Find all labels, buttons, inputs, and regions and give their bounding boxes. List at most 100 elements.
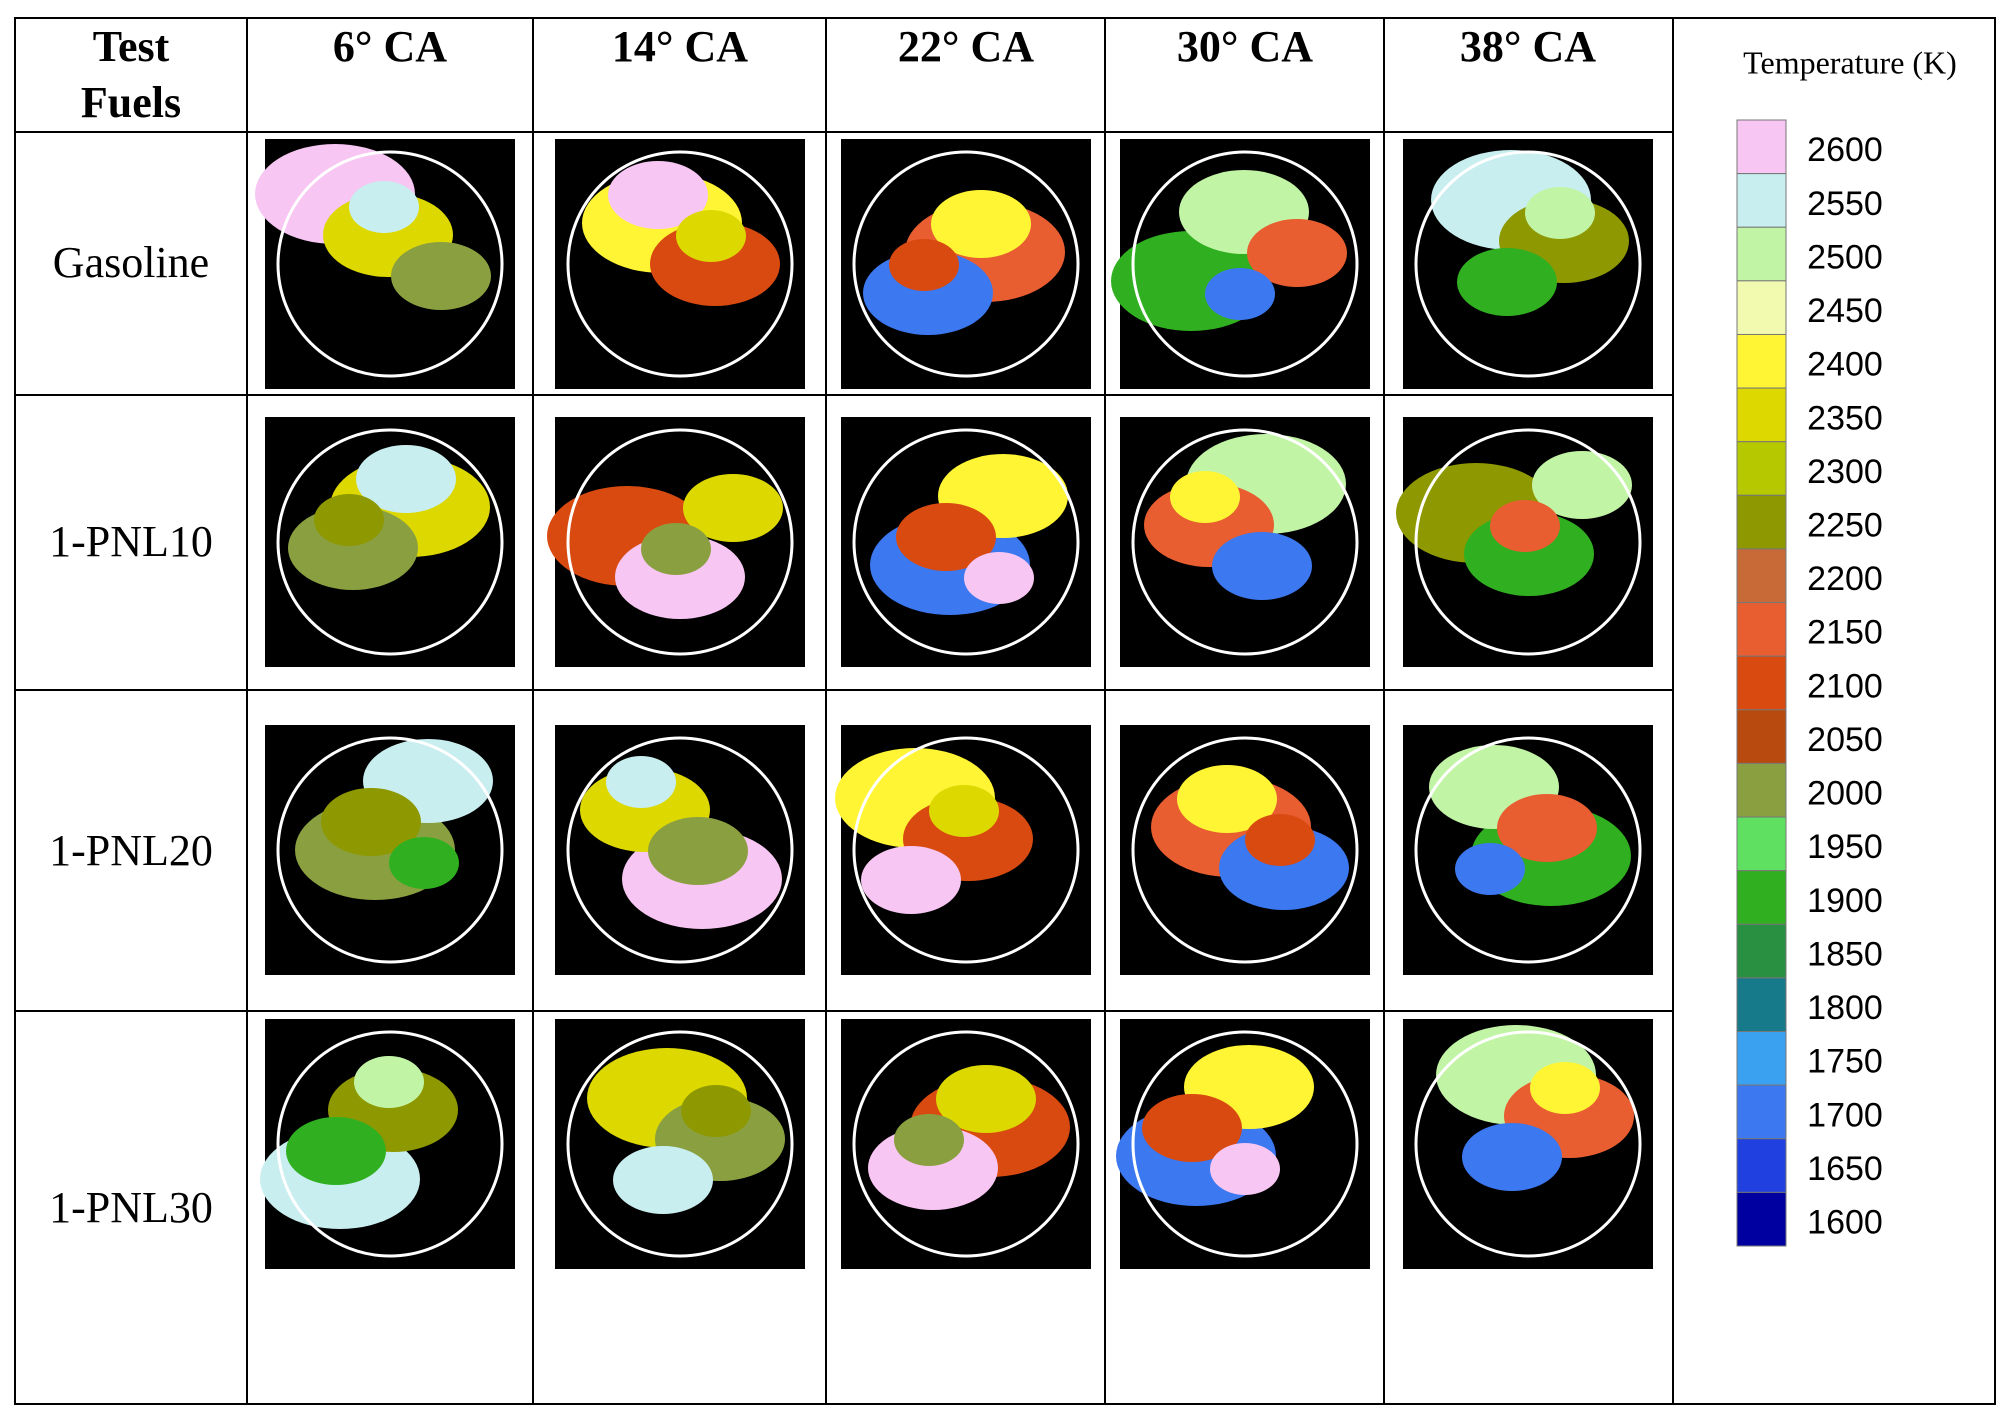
legend-label: 1800 — [1807, 989, 1883, 1027]
legend-swatch — [1736, 494, 1787, 550]
flame-region — [896, 503, 996, 571]
legend-swatch — [1736, 441, 1787, 496]
legend-swatch — [1736, 655, 1787, 711]
legend-label: 1850 — [1807, 935, 1883, 973]
cylinder-bore — [852, 1030, 1080, 1258]
legend-swatch — [1736, 333, 1787, 389]
flame-region — [1490, 500, 1560, 552]
flame-region — [1245, 814, 1315, 866]
flame-region — [1457, 248, 1557, 316]
legend-swatch — [1736, 923, 1787, 979]
legend-swatch — [1736, 1191, 1787, 1247]
flame-region — [1177, 765, 1277, 833]
cylinder-bore — [566, 1030, 794, 1258]
legend-swatch — [1736, 387, 1787, 443]
row-label: Gasoline — [53, 238, 209, 287]
corner-header: Test — [93, 22, 170, 71]
legend-swatch — [1736, 1138, 1787, 1193]
legend-swatch — [1736, 709, 1787, 764]
legend-label: 2050 — [1807, 721, 1883, 759]
flame-region — [1205, 268, 1275, 320]
column-header: 6° CA — [333, 22, 447, 71]
flame-region — [606, 756, 676, 808]
legend-label: 2000 — [1807, 775, 1883, 813]
flame-region — [1532, 451, 1632, 519]
flame-region — [349, 181, 419, 233]
flame-region — [889, 239, 959, 291]
flame-region — [1142, 1094, 1242, 1162]
legend-swatch — [1736, 173, 1787, 228]
legend-label: 2250 — [1807, 506, 1883, 544]
cylinder-bore — [1131, 150, 1359, 378]
cylinder-bore — [1414, 428, 1642, 656]
legend-swatch — [1736, 548, 1787, 604]
legend-label: 2150 — [1807, 614, 1883, 652]
legend-label: 2500 — [1807, 238, 1883, 276]
row-label: 1-PNL30 — [49, 1183, 213, 1232]
column-header: 30° CA — [1177, 22, 1313, 71]
legend-label: 1600 — [1807, 1204, 1883, 1242]
legend-label: 2450 — [1807, 292, 1883, 330]
flame-region — [1497, 794, 1597, 862]
flame-region — [1530, 1062, 1600, 1114]
flame-region — [1462, 1123, 1562, 1191]
column-header: 14° CA — [612, 22, 748, 71]
flame-region — [354, 1056, 424, 1108]
flame-region — [676, 210, 746, 262]
cylinder-bore — [566, 428, 794, 656]
legend-label: 1650 — [1807, 1150, 1883, 1188]
column-header: 38° CA — [1460, 22, 1596, 71]
flame-region — [681, 1085, 751, 1137]
legend-label: 2550 — [1807, 185, 1883, 223]
legend-label: 1950 — [1807, 828, 1883, 866]
legend-label: 2100 — [1807, 667, 1883, 705]
flame-region — [931, 190, 1031, 258]
cylinder-bore — [1131, 428, 1359, 656]
legend-label: 2350 — [1807, 399, 1883, 437]
legend-swatch — [1736, 816, 1787, 872]
legend-swatch — [1736, 226, 1787, 282]
legend-label: 1900 — [1807, 882, 1883, 920]
flame-region — [1247, 219, 1347, 287]
cylinder-bore — [276, 736, 504, 964]
flame-region — [356, 445, 456, 513]
flame-region — [861, 846, 961, 914]
table-grid — [15, 18, 1674, 1404]
cylinder-bore — [852, 736, 1080, 964]
legend-label: 2200 — [1807, 560, 1883, 598]
legend-swatch — [1736, 762, 1787, 818]
flame-region — [894, 1114, 964, 1166]
cylinder-bore — [1414, 150, 1642, 378]
legend-swatch — [1736, 977, 1787, 1033]
flame-region — [321, 788, 421, 856]
flame-region — [641, 523, 711, 575]
legend-label: 2400 — [1807, 346, 1883, 384]
legend-swatch — [1736, 602, 1787, 657]
legend-title: Temperature (K) — [1743, 44, 1957, 80]
flame-region — [1525, 187, 1595, 239]
flame-region — [936, 1065, 1036, 1133]
cylinder-bore — [852, 150, 1080, 378]
flame-region — [314, 494, 384, 546]
column-header: 22° CA — [898, 22, 1034, 71]
legend-swatch — [1736, 1084, 1787, 1140]
cylinder-bore — [1131, 1030, 1359, 1258]
flame-region — [391, 242, 491, 310]
legend-label: 2600 — [1807, 131, 1883, 169]
cylinder-bore — [1414, 1030, 1642, 1258]
flame-region — [964, 552, 1034, 604]
cylinder-bore — [566, 150, 794, 378]
cylinder-bore — [566, 736, 794, 964]
flame-region — [648, 817, 748, 885]
legend-label: 1750 — [1807, 1043, 1883, 1081]
flame-region — [1455, 843, 1525, 895]
legend-label: 1700 — [1807, 1096, 1883, 1134]
row-label: 1-PNL20 — [49, 826, 213, 875]
table-border — [14, 17, 1996, 1405]
legend-label: 2300 — [1807, 453, 1883, 491]
flame-region — [389, 837, 459, 889]
flame-region — [1170, 471, 1240, 523]
corner-header: Fuels — [81, 78, 181, 127]
cylinder-bore — [1414, 736, 1642, 964]
